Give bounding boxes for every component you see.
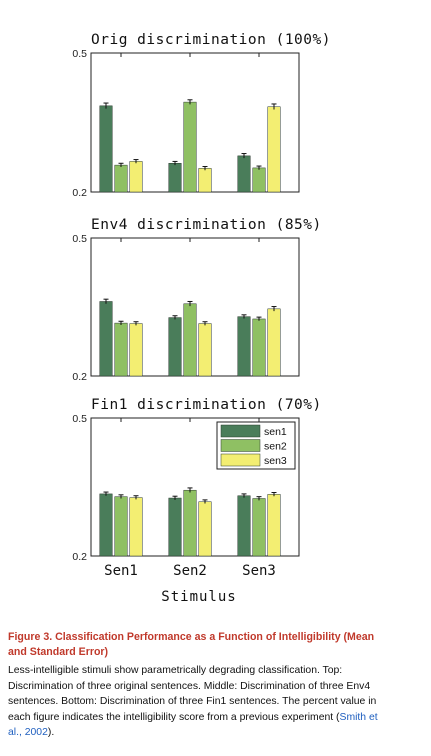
citation-link[interactable]: Smith et al., 2002	[8, 711, 378, 739]
caption-body: Less-intelligible stimuli show parametri…	[8, 663, 392, 741]
caption-text: Less-intelligible stimuli show parametri…	[8, 665, 377, 723]
y-tick-label: 0.2	[72, 371, 87, 383]
bar-sen3-sen1	[129, 323, 143, 377]
caption-tail: ).	[47, 727, 55, 739]
bar-sen2-sen3	[252, 167, 266, 193]
bar-sen1-sen2	[168, 317, 182, 377]
bar-sen1-sen1	[99, 301, 113, 377]
bar-sen2-sen2	[183, 489, 197, 557]
bar-sen1-sen2	[168, 163, 182, 193]
y-tick-label: 0.5	[72, 48, 87, 60]
y-tick-label: 0.5	[72, 233, 87, 245]
panel-title: Env4 discrimination (85%)	[91, 217, 322, 233]
bar-sen2-sen3	[252, 318, 266, 377]
x-axis-label: Stimulus	[161, 589, 236, 605]
figure-caption: Figure 3. Classification Performance as …	[8, 630, 392, 741]
y-tick-label: 0.2	[72, 187, 87, 199]
panel-title: Orig discrimination (100%)	[91, 32, 331, 48]
bar-sen2-sen3	[252, 498, 266, 557]
bar-sen1-sen3	[237, 316, 251, 377]
bar-sen1-sen3	[237, 155, 251, 193]
bar-sen1-sen2	[168, 497, 182, 557]
x-tick-label: Sen1	[104, 563, 138, 579]
bar-sen2-sen1	[114, 322, 128, 377]
bar-sen3-sen3	[267, 308, 281, 377]
bar-sen1-sen1	[99, 493, 113, 557]
bar-sen3-sen1	[129, 497, 143, 557]
bar-sen3-sen2	[198, 323, 212, 377]
legend-label-sen3: sen3	[264, 455, 287, 467]
x-tick-label: Sen3	[242, 563, 276, 579]
bar-sen2-sen1	[114, 496, 128, 557]
legend-swatch-sen3	[220, 453, 261, 467]
bar-sen2-sen2	[183, 303, 197, 377]
bar-sen3-sen3	[267, 494, 281, 557]
legend-swatch-sen2	[220, 439, 261, 452]
panel-title: Fin1 discrimination (70%)	[91, 397, 322, 413]
y-tick-label: 0.2	[72, 551, 87, 563]
bar-sen2-sen2	[183, 101, 197, 193]
bar-sen3-sen3	[267, 106, 281, 193]
bar-sen3-sen2	[198, 501, 212, 557]
legend-label-sen2: sen2	[264, 441, 287, 453]
bar-sen1-sen1	[99, 105, 113, 193]
bar-sen3-sen1	[129, 161, 143, 193]
legend-swatch-sen1	[220, 424, 261, 438]
legend-label-sen1: sen1	[264, 426, 287, 438]
bar-sen3-sen2	[198, 168, 212, 193]
caption-title: Figure 3. Classification Performance as …	[8, 631, 375, 658]
bar-sen1-sen3	[237, 495, 251, 557]
figure-charts: Orig discrimination (100%) 0.5 0.2 Env4 dis…	[72, 32, 331, 605]
y-tick-label: 0.5	[72, 413, 87, 425]
bar-sen2-sen1	[114, 164, 128, 193]
x-tick-label: Sen2	[173, 563, 207, 579]
